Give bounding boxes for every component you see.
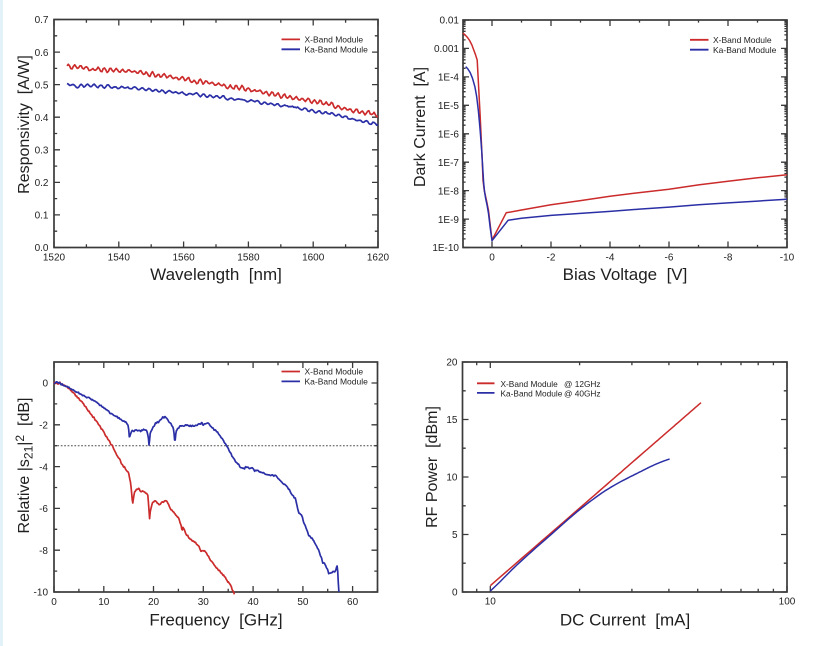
svg-text:0: 0 <box>489 253 495 264</box>
svg-text:10: 10 <box>485 597 497 608</box>
svg-text:-4: -4 <box>606 253 615 264</box>
svg-text:X-Band Module: X-Band Module <box>305 35 364 45</box>
svg-text:20: 20 <box>446 358 458 369</box>
svg-text:Responsivity [A/W]: Responsivity [A/W] <box>16 55 33 194</box>
svg-text:-6: -6 <box>39 504 48 515</box>
svg-text:10: 10 <box>98 597 110 608</box>
svg-text:Relative |s21|2 [dB]: Relative |s21|2 [dB] <box>13 398 36 534</box>
svg-text:X-Band Module: X-Band Module <box>305 367 364 377</box>
svg-text:1600: 1600 <box>302 253 325 264</box>
svg-text:5: 5 <box>452 530 458 541</box>
svg-text:100: 100 <box>779 597 796 608</box>
svg-text:1560: 1560 <box>172 253 195 264</box>
svg-text:Ka-Band Module: Ka-Band Module <box>501 388 563 398</box>
svg-text:0: 0 <box>42 379 48 390</box>
svg-text:0.4: 0.4 <box>35 113 49 124</box>
svg-text:30: 30 <box>198 597 210 608</box>
svg-text:40: 40 <box>248 597 260 608</box>
svg-text:X-Band Module: X-Band Module <box>501 379 559 389</box>
svg-text:1520: 1520 <box>43 253 66 264</box>
svg-text:Bias Voltage [V]: Bias Voltage [V] <box>563 265 688 284</box>
svg-text:0.2: 0.2 <box>35 178 49 189</box>
svg-text:1E-4: 1E-4 <box>438 73 460 84</box>
svg-text:0.7: 0.7 <box>35 15 49 26</box>
svg-text:Ka-Band Module: Ka-Band Module <box>713 45 777 55</box>
svg-text:DC Current [mA]: DC Current [mA] <box>560 611 690 630</box>
svg-text:1620: 1620 <box>367 253 390 264</box>
svg-text:X-Band Module: X-Band Module <box>713 35 772 45</box>
svg-text:15: 15 <box>446 415 458 426</box>
svg-text:@ 12GHz: @ 12GHz <box>564 379 601 389</box>
svg-text:-4: -4 <box>39 462 48 473</box>
svg-text:-8: -8 <box>724 253 733 264</box>
svg-text:20: 20 <box>148 597 160 608</box>
svg-text:0: 0 <box>51 597 57 608</box>
svg-text:0.001: 0.001 <box>434 44 459 55</box>
svg-text:-8: -8 <box>39 546 48 557</box>
svg-text:-10: -10 <box>34 588 49 599</box>
svg-text:-6: -6 <box>665 253 674 264</box>
svg-text:1E-8: 1E-8 <box>438 186 460 197</box>
svg-text:Dark Current [A]: Dark Current [A] <box>412 67 429 187</box>
svg-text:Ka-Band Module: Ka-Band Module <box>305 377 369 387</box>
svg-text:Ka-Band Module: Ka-Band Module <box>305 45 369 55</box>
svg-text:0.01: 0.01 <box>440 16 460 27</box>
svg-text:-10: -10 <box>780 253 795 264</box>
svg-text:1E-5: 1E-5 <box>438 101 460 112</box>
svg-text:@ 40GHz: @ 40GHz <box>564 388 601 398</box>
svg-text:Wavelength [nm]: Wavelength [nm] <box>150 265 282 284</box>
svg-text:1E-9: 1E-9 <box>438 215 460 226</box>
svg-text:-2: -2 <box>547 253 556 264</box>
svg-text:50: 50 <box>297 597 309 608</box>
svg-text:RF Power [dBm]: RF Power [dBm] <box>424 406 441 528</box>
svg-text:0.3: 0.3 <box>35 146 49 157</box>
svg-text:Frequency [GHz]: Frequency [GHz] <box>149 611 282 630</box>
svg-text:1E-7: 1E-7 <box>438 158 460 169</box>
svg-text:10: 10 <box>446 473 458 484</box>
svg-text:0: 0 <box>452 588 458 599</box>
svg-text:0.1: 0.1 <box>35 211 49 222</box>
svg-text:1580: 1580 <box>237 253 260 264</box>
svg-text:1E-6: 1E-6 <box>438 129 460 140</box>
svg-text:0.5: 0.5 <box>35 80 49 91</box>
svg-text:0.0: 0.0 <box>35 243 49 254</box>
svg-text:0.6: 0.6 <box>35 48 49 59</box>
svg-text:60: 60 <box>347 597 359 608</box>
svg-text:1E-10: 1E-10 <box>432 243 459 254</box>
svg-text:-2: -2 <box>39 421 48 432</box>
svg-text:1540: 1540 <box>108 253 131 264</box>
